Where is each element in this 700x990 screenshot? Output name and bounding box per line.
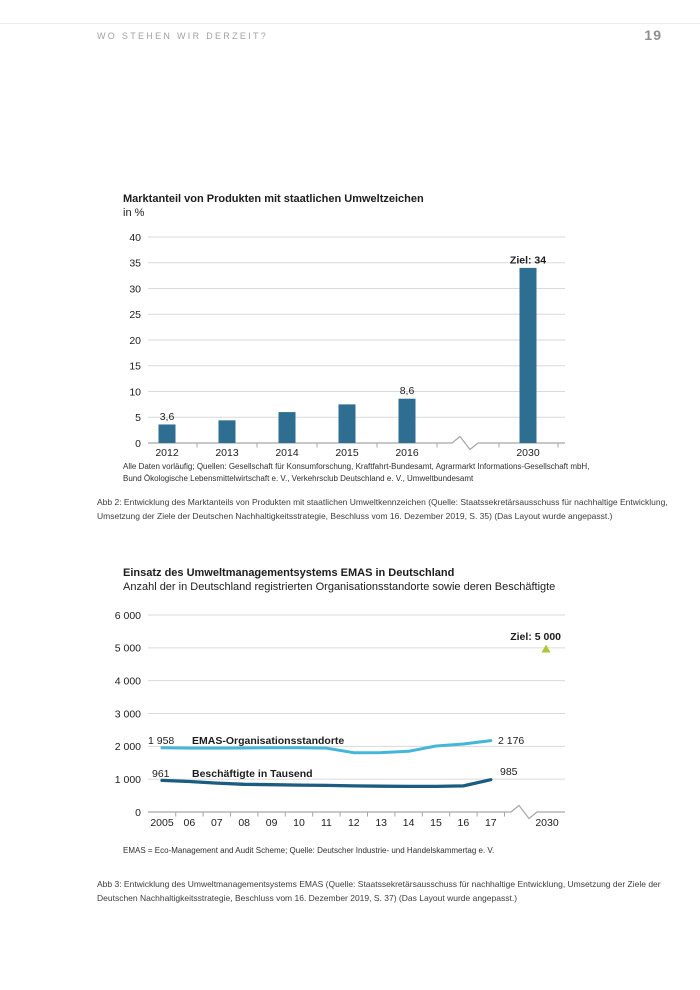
- y-axis-label: 5: [135, 412, 141, 424]
- y-axis-label: 0: [135, 438, 141, 450]
- y-axis-label: 5 000: [115, 643, 141, 655]
- chart1-subtitle: in %: [123, 207, 145, 219]
- section-header: WO STEHEN WIR DERZEIT?: [97, 31, 269, 41]
- x-axis-label: 11: [321, 817, 332, 829]
- bar-value-label: 3,6: [160, 411, 175, 423]
- x-axis-label: 2013: [215, 447, 239, 459]
- x-axis-label: 2016: [395, 447, 419, 459]
- chart2-title: Einsatz des Umweltmanagementsystems EMAS…: [123, 567, 455, 579]
- y-axis-label: 25: [129, 309, 141, 321]
- x-axis-label: 2030: [535, 817, 559, 829]
- bar-value-label: 8,6: [400, 385, 415, 397]
- axis-break: [510, 804, 538, 820]
- y-axis-label: 2 000: [115, 741, 141, 753]
- series-line-1: [160, 778, 493, 789]
- series-end-value: 2 176: [498, 735, 524, 747]
- x-axis-label: 10: [293, 817, 305, 829]
- y-axis-label: 6 000: [115, 610, 141, 622]
- series-start-value: 961: [152, 768, 170, 780]
- bar-2030: [519, 267, 537, 443]
- x-axis-label: 14: [403, 817, 415, 829]
- y-axis-label: 1 000: [115, 774, 141, 786]
- series-start-value: 1 958: [148, 735, 174, 747]
- x-axis-label: 2012: [155, 447, 179, 459]
- y-axis-label: 30: [129, 283, 141, 295]
- x-axis-label: 09: [266, 817, 278, 829]
- bar-2014: [278, 412, 296, 443]
- x-axis-label: 06: [184, 817, 196, 829]
- bar-2016: [398, 398, 416, 443]
- target-marker: [541, 644, 551, 653]
- x-axis-label: 2014: [275, 447, 299, 459]
- series-legend-label: Beschäftigte in Tausend: [192, 768, 313, 780]
- y-axis-label: 40: [129, 232, 141, 244]
- page-number: 19: [644, 27, 662, 43]
- figure3-caption: Abb 3: Entwicklung des Umweltmanagements…: [97, 879, 661, 903]
- x-axis-label: 13: [375, 817, 387, 829]
- y-axis-label: 0: [135, 807, 141, 819]
- bar-2012: [158, 424, 176, 443]
- x-axis-label: 2015: [335, 447, 359, 459]
- y-axis-label: 3 000: [115, 708, 141, 720]
- series-legend-label: EMAS-Organisationsstandorte: [192, 735, 344, 747]
- y-axis-label: 10: [129, 386, 141, 398]
- x-axis-label: 08: [238, 817, 250, 829]
- series-line-0: [160, 739, 493, 755]
- chart2-source-note: EMAS = Eco-Management and Audit Scheme; …: [123, 846, 495, 855]
- x-axis-label: 2030: [516, 447, 540, 459]
- axis-break: [451, 435, 479, 451]
- y-axis-label: 20: [129, 335, 141, 347]
- figure2-caption: Abb 2: Entwicklung des Marktanteils von …: [97, 497, 668, 521]
- y-axis-label: 4 000: [115, 675, 141, 687]
- x-axis-label: 17: [485, 817, 497, 829]
- bar-value-label: Ziel: 34: [510, 254, 546, 266]
- target-label: Ziel: 5 000: [510, 631, 561, 643]
- y-axis-label: 15: [129, 361, 141, 373]
- chart2-subtitle: Anzahl der in Deutschland registrierten …: [123, 581, 556, 593]
- bar-2015: [338, 404, 356, 443]
- x-axis-label: 12: [348, 817, 360, 829]
- header-rule: [0, 23, 700, 24]
- series-end-value: 985: [500, 766, 518, 778]
- x-axis-label: 16: [458, 817, 470, 829]
- x-axis-label: 15: [430, 817, 442, 829]
- chart1-title: Marktanteil von Produkten mit staatliche…: [123, 193, 424, 205]
- x-axis-label: 2005: [150, 817, 174, 829]
- chart1-source-note: Alle Daten vorläufig; Quellen: Gesellsch…: [123, 462, 590, 483]
- bar-2013: [218, 420, 236, 443]
- y-axis-label: 35: [129, 258, 141, 270]
- x-axis-label: 07: [211, 817, 223, 829]
